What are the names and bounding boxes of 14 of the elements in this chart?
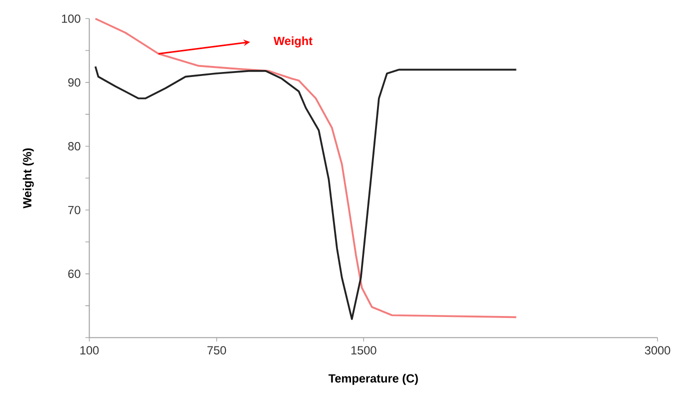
y-tick-label: 70 [68, 206, 80, 214]
y-tick-label: 60 [68, 269, 80, 278]
y-tick-label: 80 [68, 142, 80, 150]
x-axis-title: Temperature (C) [328, 374, 418, 385]
x-tick-label: 100 [80, 346, 99, 354]
y-tick-label: 90 [68, 78, 80, 86]
x-tick-label: 3000 [644, 346, 670, 354]
y-axis-title: Weight (%) [22, 148, 34, 208]
line-series [94, 65, 518, 320]
x-tick-label: 750 [207, 346, 226, 354]
text: Weight [274, 36, 312, 48]
y-tick-label: 100 [62, 14, 80, 23]
line-series [94, 18, 518, 318]
x-tick-label: 1500 [351, 346, 376, 354]
